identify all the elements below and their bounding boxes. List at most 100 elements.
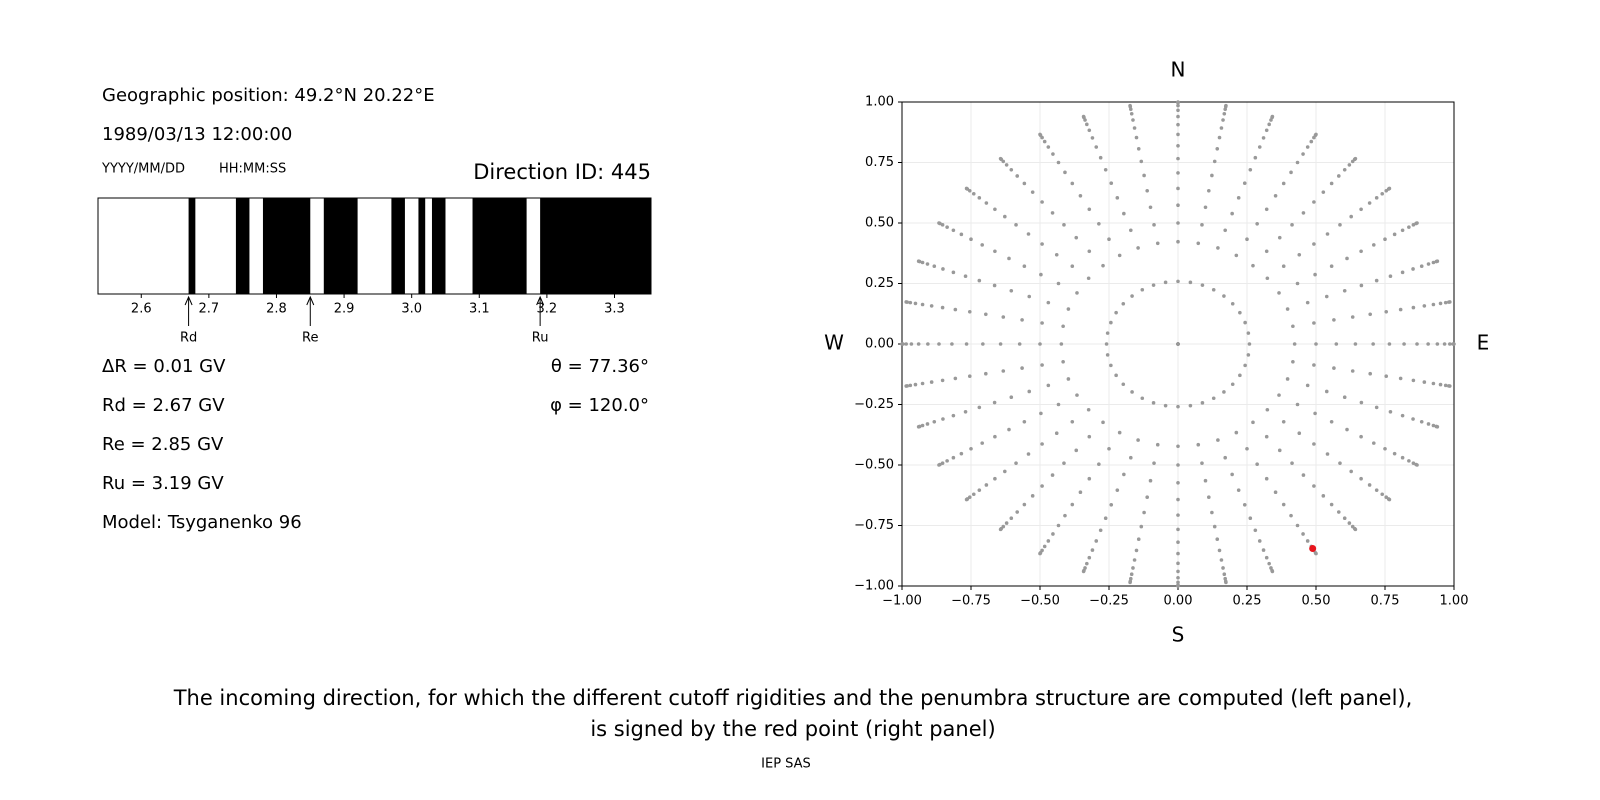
direction-point — [1085, 122, 1089, 127]
direction-point — [1245, 446, 1249, 451]
direction-point — [1078, 194, 1083, 198]
direction-point — [1176, 569, 1180, 574]
direction-point — [1426, 342, 1430, 346]
direction-point — [932, 264, 937, 269]
direction-point — [1422, 380, 1427, 384]
direction-point — [904, 384, 908, 388]
date-format: YYYY/MM/DD — [101, 162, 185, 177]
direction-point — [1130, 294, 1134, 298]
direction-point — [1400, 413, 1405, 418]
direction-point — [1353, 156, 1358, 161]
direction-point — [1103, 167, 1108, 172]
direction-point — [1215, 146, 1220, 151]
direction-point — [1062, 223, 1066, 227]
direction-point — [1075, 393, 1079, 397]
direction-point — [1297, 431, 1302, 436]
forbidden-band — [323, 198, 358, 294]
direction-point — [1014, 223, 1018, 227]
direction-point — [1050, 211, 1055, 215]
direction-point — [1070, 502, 1075, 507]
forbidden-band — [540, 198, 651, 294]
direction-point — [1285, 377, 1290, 381]
direction-point — [1332, 318, 1336, 322]
direction-point — [1176, 203, 1180, 207]
direction-point — [1415, 463, 1419, 467]
direction-point — [1134, 548, 1139, 553]
direction-point — [1230, 301, 1235, 306]
direction-point — [1020, 366, 1024, 370]
direction-point — [941, 417, 945, 421]
direction-point — [1176, 103, 1180, 108]
direction-point — [1264, 434, 1269, 439]
direction-point — [1087, 128, 1092, 133]
direction-point — [1086, 276, 1091, 281]
direction-point — [1312, 484, 1316, 488]
direction-point — [1243, 320, 1247, 325]
arrow-head — [306, 295, 315, 306]
datetime: 1989/03/13 12:00:00 — [102, 124, 292, 145]
direction-point — [1211, 287, 1216, 292]
x-tick-label: 2.9 — [334, 302, 355, 317]
direction-point — [1128, 580, 1132, 585]
y-tick-label: −0.25 — [854, 397, 894, 412]
direction-point — [1087, 249, 1092, 254]
direction-point — [992, 400, 997, 405]
direction-point — [1176, 561, 1180, 566]
direction-point — [1130, 390, 1134, 394]
direction-point — [1216, 246, 1220, 250]
direction-point — [1359, 434, 1363, 439]
time-format: HH:MM:SS — [219, 162, 286, 177]
direction-point — [993, 249, 997, 254]
direction-point — [1400, 228, 1405, 233]
direction-point — [1342, 167, 1347, 172]
x-tick-label: 3.2 — [537, 302, 558, 317]
direction-point — [1176, 580, 1180, 585]
forbidden-band — [262, 198, 311, 294]
direction-point — [1359, 400, 1364, 405]
cutoff-label: Rd — [180, 331, 197, 346]
direction-point — [1398, 307, 1403, 312]
direction-point — [1022, 181, 1027, 186]
direction-point — [940, 461, 945, 465]
direction-point — [1176, 186, 1180, 191]
direction-point — [1264, 555, 1269, 560]
direction-point — [945, 225, 949, 229]
direction-point — [1255, 221, 1259, 226]
direction-point — [913, 301, 918, 306]
direction-point — [920, 302, 925, 307]
direction-point — [1027, 389, 1032, 394]
direction-point — [1219, 558, 1224, 562]
direction-point — [951, 413, 956, 418]
direction-point — [1349, 214, 1353, 219]
direction-point — [1242, 503, 1247, 507]
direction-point — [1109, 503, 1114, 507]
direction-point — [1265, 407, 1270, 412]
direction-point — [1176, 497, 1180, 502]
direction-point — [1255, 462, 1259, 467]
direction-point — [1066, 307, 1071, 311]
direction-point — [1087, 434, 1092, 439]
direction-point — [1087, 476, 1092, 481]
direction-point — [940, 223, 945, 227]
direction-point — [1148, 478, 1153, 483]
cutoff-label: Ru — [532, 331, 549, 346]
direction-point — [1216, 438, 1220, 442]
direction-point — [1290, 461, 1294, 465]
direction-point — [1176, 584, 1180, 588]
direction-point — [1087, 207, 1092, 212]
credit: IEP SAS — [761, 757, 811, 772]
direction-point — [1075, 291, 1079, 295]
direction-point — [1203, 205, 1208, 210]
direction-point — [940, 378, 945, 383]
direction-point — [1046, 383, 1051, 388]
direction-point — [998, 527, 1003, 532]
direction-point — [953, 307, 958, 312]
direction-point — [1026, 452, 1031, 456]
direction-point — [981, 342, 985, 346]
arrow-head — [184, 295, 193, 306]
direction-point — [1290, 223, 1294, 227]
y-tick-label: 0.75 — [865, 155, 894, 170]
direction-point — [1014, 461, 1018, 465]
direction-point — [1411, 223, 1416, 227]
direction-point — [1392, 451, 1397, 456]
